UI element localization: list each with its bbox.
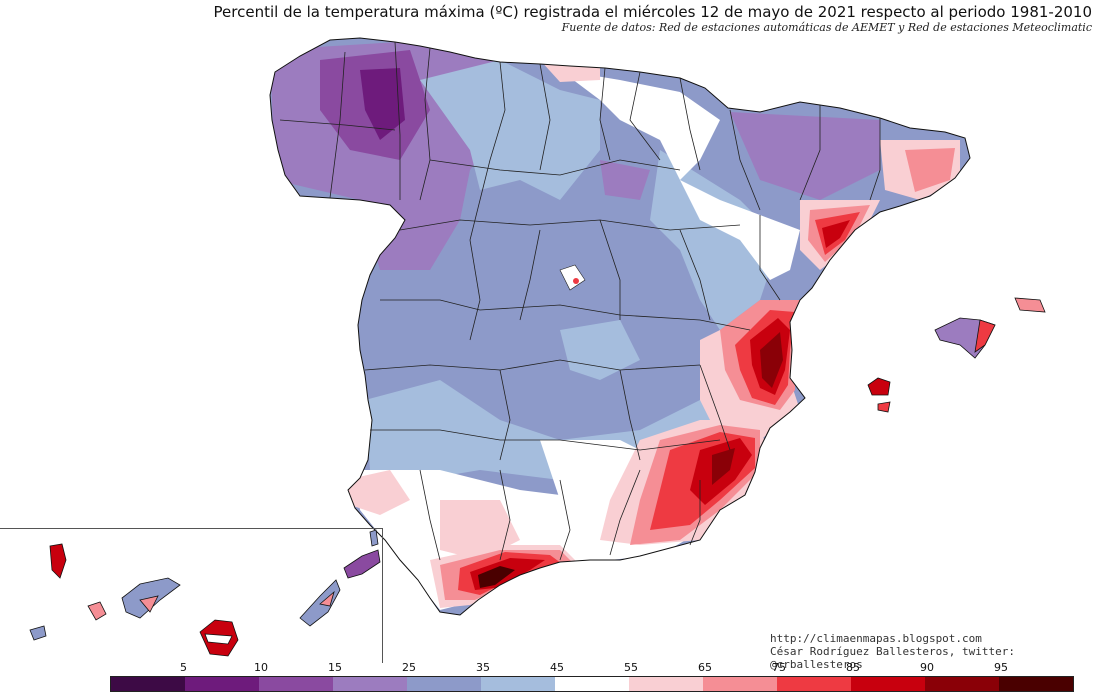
legend-tick-label: 55 — [624, 661, 638, 674]
legend-tick-label: 15 — [328, 661, 342, 674]
legend-swatch — [333, 677, 407, 691]
legend-swatch — [851, 677, 925, 691]
legend-swatch — [111, 677, 185, 691]
credits-author: César Rodríguez Ballesteros, twitter: @c… — [770, 645, 1016, 671]
legend-tick-label: 5 — [180, 661, 187, 674]
legend-swatch — [555, 677, 629, 691]
legend-tick-label: 85 — [846, 661, 860, 674]
legend-color-bar — [110, 676, 1074, 692]
data-source-note: Fuente de datos: Red de estaciones autom… — [561, 21, 1092, 34]
legend-tick-label: 65 — [698, 661, 712, 674]
legend-tick-label: 35 — [476, 661, 490, 674]
madrid-area — [559, 264, 586, 291]
credits-url[interactable]: http://climaenmapas.blogspot.com — [770, 632, 982, 645]
madrid-warm-spot — [573, 278, 579, 284]
credits: http://climaenmapas.blogspot.com César R… — [770, 632, 1098, 671]
legend-swatch — [703, 677, 777, 691]
province-borders — [279, 41, 881, 561]
map-title: Percentil de la temperatura máxima (ºC) … — [213, 3, 1092, 21]
legend-swatch — [999, 677, 1073, 691]
legend-swatch — [925, 677, 999, 691]
legend-tick-label: 45 — [550, 661, 564, 674]
legend-tick-label: 10 — [254, 661, 268, 674]
legend-tick-label: 75 — [772, 661, 786, 674]
legend-swatch — [407, 677, 481, 691]
balearic-islands — [867, 297, 1046, 413]
legend-tick-label: 25 — [402, 661, 416, 674]
legend-tick-label: 95 — [994, 661, 1008, 674]
legend-swatch — [481, 677, 555, 691]
legend-tick-label: 90 — [920, 661, 934, 674]
legend-swatch — [259, 677, 333, 691]
legend-swatch — [629, 677, 703, 691]
peninsula-field — [270, 38, 970, 615]
canary-islands — [29, 529, 381, 657]
legend-swatch — [185, 677, 259, 691]
legend-swatch — [777, 677, 851, 691]
canary-islands-inset-frame — [0, 528, 383, 663]
